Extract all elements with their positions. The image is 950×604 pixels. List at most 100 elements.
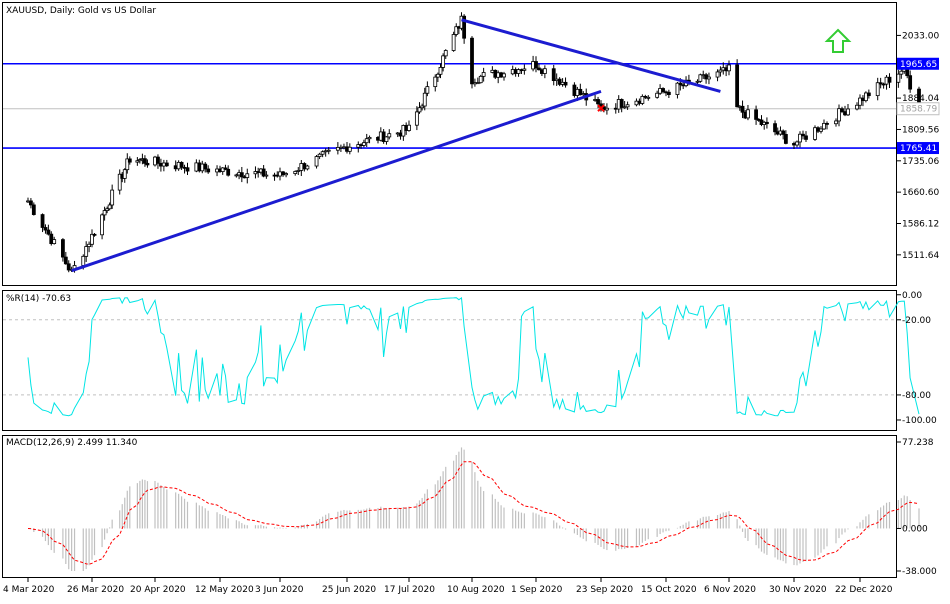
candle-body [695, 80, 700, 83]
candle-body [646, 96, 651, 99]
candle-body [522, 68, 527, 71]
price-tick-label: 2033.00 [902, 31, 939, 41]
candle-body [801, 133, 805, 137]
candle-body [551, 68, 556, 82]
candle-body [323, 150, 328, 153]
candle-body [100, 214, 104, 236]
candle-body [220, 167, 225, 172]
candle-body [122, 169, 127, 179]
price-tick-label: 1809.56 [902, 125, 939, 135]
time-tick-label: 25 Jun 2020 [322, 585, 376, 595]
wr-tick-label: 0.00 [902, 291, 922, 301]
candle-body [593, 99, 597, 101]
candle-body [563, 81, 568, 86]
candle-body [320, 151, 325, 155]
level-price-tag [897, 142, 939, 155]
candle-body [173, 165, 178, 170]
candle-body [137, 159, 142, 162]
candle-body [90, 233, 94, 245]
candle-body [478, 75, 483, 84]
candle-body [61, 239, 65, 258]
candle-body [884, 76, 889, 85]
williams-r-frame [2, 290, 897, 431]
candle-body [655, 92, 660, 98]
time-tick-label: 30 Nov 2020 [769, 585, 827, 595]
candle-body [234, 174, 239, 177]
candle-body [63, 256, 68, 265]
time-tick-label: 20 Apr 2020 [130, 585, 186, 595]
candle-body [804, 135, 808, 140]
candle-body [414, 111, 419, 126]
candle-body [792, 143, 796, 146]
candle-body [813, 127, 817, 140]
candle-body [875, 82, 880, 97]
candle-body [599, 103, 603, 108]
time-tick-label: 12 May 2020 [195, 585, 254, 595]
candle-body [417, 107, 422, 113]
up-arrow-icon [824, 28, 852, 53]
candle-body [284, 173, 288, 176]
candle-body [834, 120, 838, 125]
level-price-label: 1965.65 [900, 60, 937, 70]
candle-body [387, 133, 392, 138]
candle-body [462, 15, 467, 39]
candle-body [451, 34, 456, 51]
candle-body [837, 108, 841, 122]
candle-body [362, 142, 366, 146]
price-tick-label: 1660.60 [902, 188, 939, 198]
candle-body [572, 84, 577, 96]
candle-body [203, 163, 208, 170]
trendline [461, 18, 721, 93]
candle-body [783, 134, 788, 144]
candle-body [578, 88, 583, 96]
price-panel-frame [2, 2, 897, 286]
level-price-tag [897, 57, 939, 70]
candle-body [302, 163, 307, 170]
candle-body [179, 161, 184, 168]
candle-body [31, 204, 36, 215]
candle-body [52, 239, 57, 244]
time-tick-label: 10 Aug 2020 [447, 585, 505, 595]
candle-body [896, 73, 901, 83]
candle-body [314, 156, 319, 167]
macd-tick-label: -38.000 [902, 567, 937, 577]
candle-body [637, 100, 642, 104]
candle-body [707, 76, 711, 80]
candle-body [223, 167, 228, 170]
candle-body [746, 109, 750, 119]
candle-body [634, 100, 639, 106]
macd-tick-label: 77.238 [902, 438, 934, 448]
candle-body [557, 78, 562, 85]
candle-body [625, 104, 630, 108]
candle-body [81, 255, 86, 266]
macd-title: MACD(12,26,9) 2.499 11.340 [6, 438, 138, 448]
candle-body [92, 233, 97, 236]
candle-body [887, 76, 892, 83]
price-panel: XAUUSD, Daily: Gold vs US Dollar 2033.00… [2, 2, 940, 286]
candle-body [206, 168, 211, 173]
candle-body [866, 92, 871, 97]
candle-body [596, 99, 600, 105]
candle-body [619, 99, 624, 108]
candle-body [278, 171, 282, 177]
candle-body [29, 200, 33, 206]
candle-body [84, 246, 89, 257]
williams-r-panel: %R(14) -70.63 0.00 -20.00 -80.00 -100.00 [2, 290, 937, 431]
candle-body [735, 64, 740, 108]
candle-body [182, 166, 187, 169]
candle-body [678, 82, 683, 86]
candle-body [185, 167, 190, 172]
level-price-tag [896, 102, 940, 116]
candle-body [422, 92, 427, 107]
level-price-label: 1765.41 [900, 144, 937, 154]
candle-body [858, 97, 862, 106]
candle-body [281, 171, 285, 176]
price-tick-label: 1511.64 [902, 251, 939, 261]
candle-body [117, 173, 122, 191]
candle-body [581, 93, 586, 96]
candle-body [554, 78, 559, 82]
candle-body [226, 168, 231, 176]
time-tick-label: 17 Jul 2020 [384, 585, 435, 595]
candle-body [754, 109, 758, 120]
